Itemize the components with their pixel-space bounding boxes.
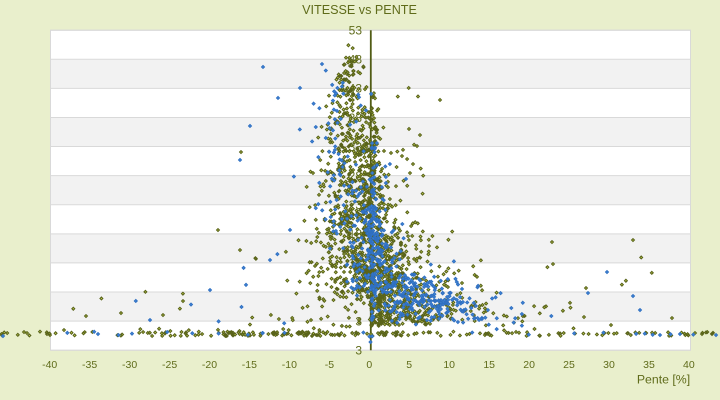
svg-text:-5: -5: [325, 359, 334, 371]
svg-text:-30: -30: [122, 359, 137, 371]
svg-text:20: 20: [523, 359, 535, 371]
svg-text:-25: -25: [162, 359, 177, 371]
svg-text:-10: -10: [282, 359, 297, 371]
svg-text:VITESSE vs PENTE: VITESSE vs PENTE: [302, 3, 417, 17]
svg-text:Pente [%]: Pente [%]: [637, 372, 690, 386]
svg-text:25: 25: [563, 359, 575, 371]
svg-text:0: 0: [366, 359, 372, 371]
svg-text:30: 30: [603, 359, 615, 371]
svg-text:-20: -20: [202, 359, 217, 371]
svg-text:53: 53: [349, 24, 363, 38]
svg-text:15: 15: [483, 359, 495, 371]
svg-text:40: 40: [683, 359, 695, 371]
svg-text:35: 35: [643, 359, 655, 371]
svg-text:3: 3: [355, 344, 362, 358]
svg-text:10: 10: [443, 359, 455, 371]
svg-text:5: 5: [406, 359, 412, 371]
svg-text:-15: -15: [242, 359, 257, 371]
svg-text:-35: -35: [82, 359, 97, 371]
svg-text:-40: -40: [42, 359, 57, 371]
